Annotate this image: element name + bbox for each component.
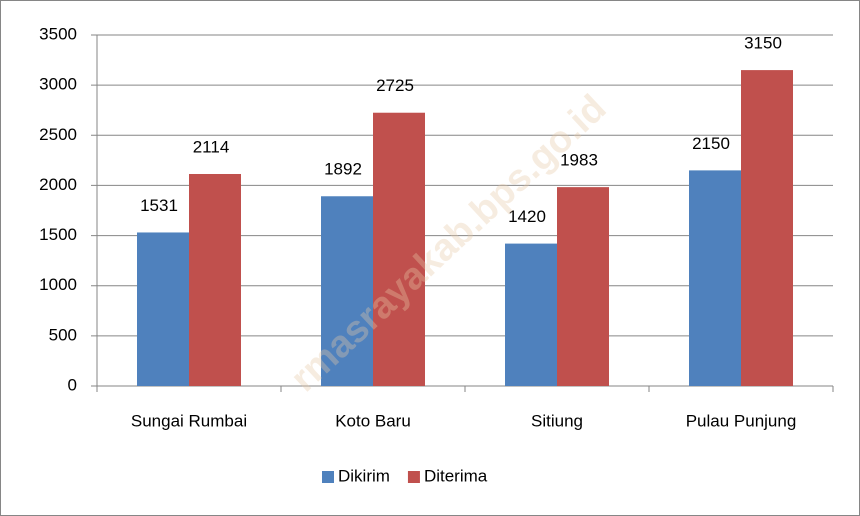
legend-swatch <box>407 471 420 483</box>
legend-swatch <box>322 471 334 483</box>
y-tick-label: 2500 <box>39 125 77 144</box>
legend-label: Dikirim <box>338 466 390 485</box>
y-tick-label: 500 <box>49 325 77 344</box>
data-label: 1892 <box>324 160 362 179</box>
y-tick-label: 0 <box>68 375 77 394</box>
bar <box>373 112 425 386</box>
y-tick-label: 3000 <box>39 75 77 94</box>
x-tick-label: Sungai Rumbai <box>131 411 247 430</box>
data-label: 1531 <box>140 196 178 215</box>
data-label: 1983 <box>560 151 598 170</box>
bar <box>689 170 741 386</box>
data-label: 2114 <box>193 137 230 156</box>
data-label: 1420 <box>508 207 546 226</box>
legend-label: Diterima <box>424 466 488 485</box>
data-label: 2725 <box>376 76 414 95</box>
bar <box>557 187 609 386</box>
x-tick-label: Sitiung <box>531 411 583 430</box>
y-tick-label: 1500 <box>39 225 77 244</box>
x-tick-label: Koto Baru <box>335 411 411 430</box>
bar <box>189 173 241 386</box>
bar <box>321 196 373 386</box>
bar <box>505 243 557 386</box>
y-tick-label: 1000 <box>39 275 77 294</box>
y-tick-label: 3500 <box>39 24 77 43</box>
bar <box>137 232 189 386</box>
data-label: 2150 <box>692 134 730 153</box>
x-tick-label: Pulau Punjung <box>686 411 797 430</box>
data-label: 3150 <box>744 34 782 53</box>
bar <box>741 70 793 386</box>
y-tick-label: 2000 <box>39 175 77 194</box>
